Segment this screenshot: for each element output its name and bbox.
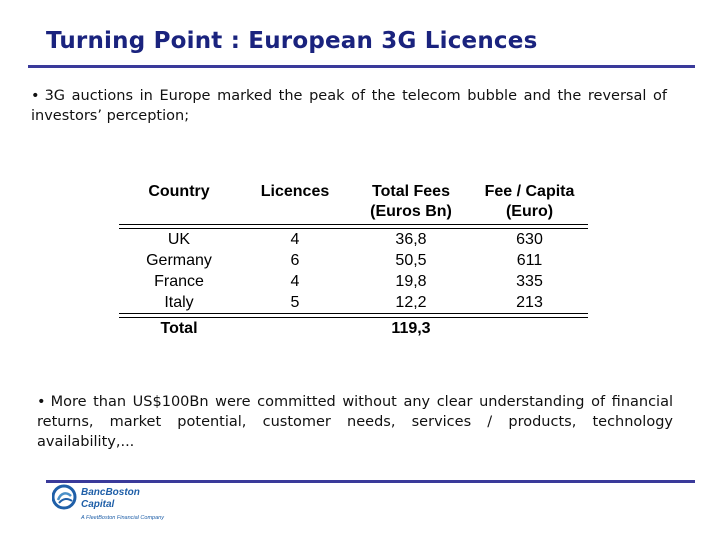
cell-licences: 5 xyxy=(290,294,300,311)
logo-name: BancBoston Capital xyxy=(81,487,140,511)
header-double-rule xyxy=(119,224,588,229)
cell-country: Italy xyxy=(164,294,194,311)
cell-licences: 6 xyxy=(290,252,300,269)
table-row: Italy 5 12,2 213 xyxy=(119,292,588,313)
table-row: France 4 19,8 335 xyxy=(119,271,588,292)
cell-licences: 4 xyxy=(290,231,300,248)
bullet-marker: • xyxy=(31,88,40,104)
bullet-commitments: • More than US$100Bn were committed witho… xyxy=(37,392,673,452)
table-total-row: Total 119,3 xyxy=(119,318,588,340)
cell-country: France xyxy=(154,273,204,290)
total-label: Total xyxy=(160,320,198,337)
licence-table: Country Licences Total Fees (Euros Bn) Fe… xyxy=(119,180,588,340)
table-row: Germany 6 50,5 611 xyxy=(119,250,588,271)
bancboston-logo: BancBoston Capital A FleetBoston Financia… xyxy=(52,483,212,533)
title-divider xyxy=(28,65,695,68)
cell-country: Germany xyxy=(146,252,212,269)
header-fee-capita-line2: (Euro) xyxy=(505,203,554,220)
cell-total-fees: 12,2 xyxy=(395,294,427,311)
header-fee-capita-line1: Fee / Capita xyxy=(484,183,575,200)
cell-fee-capita: 335 xyxy=(516,273,543,290)
header-total-fees-line1: Total Fees xyxy=(372,183,450,200)
bullet-text: 3G auctions in Europe marked the peak of… xyxy=(31,88,667,124)
cell-total-fees: 36,8 xyxy=(395,231,427,248)
header-licences: Licences xyxy=(260,183,330,200)
total-licences-empty xyxy=(239,318,351,340)
header-fee-capita: Fee / Capita (Euro) xyxy=(471,182,588,224)
cell-fee-capita: 213 xyxy=(516,294,543,311)
logo-name-line1: BancBoston xyxy=(81,487,140,498)
cell-licences: 4 xyxy=(290,273,300,290)
bancboston-logo-icon xyxy=(52,484,77,510)
bullet-marker: • xyxy=(37,394,46,410)
total-capita-empty xyxy=(471,318,588,340)
table-header-row: Country Licences Total Fees (Euros Bn) Fe… xyxy=(119,180,588,224)
logo-name-line2: Capital xyxy=(81,499,115,510)
cell-total-fees: 19,8 xyxy=(395,273,427,290)
header-total-fees: Total Fees (Euros Bn) xyxy=(351,182,471,224)
cell-fee-capita: 611 xyxy=(516,252,543,269)
slide-title: Turning Point : European 3G Licences xyxy=(46,28,538,54)
cell-fee-capita: 630 xyxy=(516,231,543,248)
total-fees: 119,3 xyxy=(391,320,431,337)
header-total-fees-line2: (Euros Bn) xyxy=(370,203,452,220)
logo-tagline: A FleetBoston Financial Company xyxy=(81,515,164,521)
footer-divider xyxy=(46,480,695,483)
cell-country: UK xyxy=(167,231,191,248)
table-row: UK 4 36,8 630 xyxy=(119,229,588,250)
cell-total-fees: 50,5 xyxy=(395,252,427,269)
total-double-rule xyxy=(119,313,588,318)
bullet-auctions: • 3G auctions in Europe marked the peak o… xyxy=(31,86,667,126)
bullet-text: More than US$100Bn were committed withou… xyxy=(37,394,673,450)
header-country: Country xyxy=(148,183,210,200)
